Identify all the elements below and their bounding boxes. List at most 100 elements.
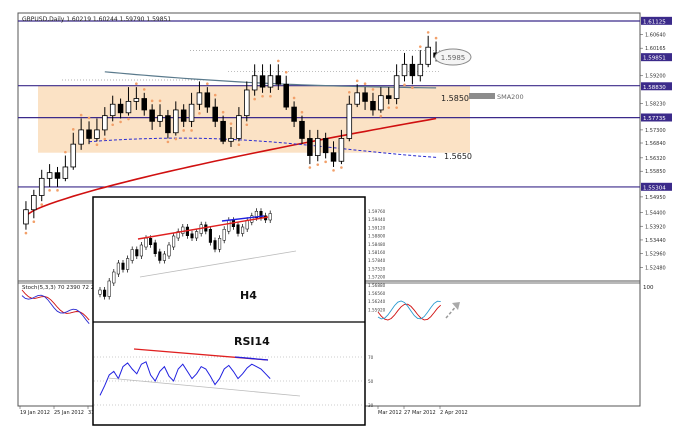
inset-axis-label: 1.56240 (368, 299, 386, 304)
sar-dot (316, 163, 320, 166)
inset-candle-body (167, 244, 171, 257)
date-axis-label: 31 (88, 410, 94, 416)
sar-dot (87, 116, 91, 120)
sar-dot (229, 122, 233, 125)
inset-candle-body (172, 235, 176, 248)
candle-body (188, 103, 195, 122)
sar-dot (300, 110, 304, 114)
sar-dot (24, 231, 28, 235)
price-axis-highlight (641, 82, 672, 91)
inset-candle-body (190, 233, 194, 239)
date-axis-label: 2 Apr 2012 (440, 410, 468, 416)
price-axis-label: 1.56840 (645, 141, 666, 147)
candle-body (70, 143, 77, 168)
ema-red-line (25, 117, 437, 217)
sar-dot (64, 150, 67, 154)
osc-axis-label: 100 (643, 285, 654, 291)
sar-dot (119, 120, 122, 124)
sar-dot (332, 169, 335, 172)
inset-candle-body (139, 244, 143, 257)
sar-dot (198, 112, 201, 115)
candle-body (23, 209, 29, 225)
candle-body (307, 138, 313, 156)
sar-dot (111, 123, 114, 127)
candle-body (393, 75, 400, 99)
sar-dot (221, 110, 225, 114)
level-upper-label: 1.5850 (441, 94, 469, 103)
candle-body (149, 109, 155, 122)
candle-body (117, 103, 124, 114)
candle-body (102, 115, 108, 131)
sar-dot (40, 203, 44, 206)
inset-axis-label: 1.57840 (368, 258, 386, 263)
candle-body (385, 95, 392, 99)
sar-dot (434, 36, 438, 40)
inset-candle-body (245, 220, 249, 230)
candle-body (109, 103, 116, 117)
inset-candle-body (98, 289, 102, 295)
inset-axis-label: 1.57200 (368, 275, 386, 280)
sar-dot (324, 160, 327, 164)
candle-body (314, 138, 321, 156)
sar-dot (32, 220, 36, 223)
candle-body (212, 106, 218, 122)
candle-body (46, 172, 53, 179)
sar-dot (355, 79, 359, 83)
candle-body (86, 129, 92, 139)
sar-dot (426, 31, 430, 34)
price-axis-highlight (641, 113, 672, 122)
sar-dot (411, 86, 414, 89)
price-axis-label: 1.59200 (645, 74, 666, 80)
candle-body (204, 92, 211, 108)
price-axis-label: 1.57300 (645, 128, 666, 134)
candle-body (370, 100, 376, 111)
inset-frame (92, 196, 366, 426)
candle-body (94, 129, 100, 139)
sar-dot (190, 129, 193, 132)
inset-candle-body (116, 262, 120, 275)
inset-axis-label: 1.58480 (368, 242, 386, 247)
candle-body (409, 63, 416, 77)
inset-axis-label: 1.56880 (368, 283, 386, 288)
sma-label-swatch (469, 93, 495, 99)
price-axis-highlight (641, 53, 672, 62)
candle-body (378, 95, 384, 111)
sar-dot (95, 143, 99, 147)
inset-rsi-axis-label: 70 (368, 355, 374, 360)
inset-h4-panel: 1.59760 1.59440 1.59120 1.58800 1.58480 1.581… (92, 196, 386, 426)
inset-trendline-blue (221, 215, 265, 222)
candle-body (38, 177, 45, 196)
inset-axis-label: 1.58160 (368, 250, 386, 255)
candle-body (173, 109, 179, 134)
inset-candle-body (254, 211, 258, 218)
inset-candle-body (222, 229, 226, 241)
inset-axis-label: 1.55920 (368, 307, 386, 312)
candlesticks (23, 35, 439, 230)
sar-dot (103, 137, 107, 141)
sar-dot (379, 114, 383, 118)
inset-candle-body (227, 220, 231, 232)
price-axis-label: 1.55850 (645, 169, 666, 175)
inset-candle-body (181, 226, 185, 234)
candle-body (259, 75, 266, 88)
inset-candle-body (241, 226, 245, 234)
price-axis-highlight (641, 16, 672, 25)
sar-dot (206, 82, 209, 86)
candle-body (362, 92, 368, 102)
sar-dot (340, 166, 343, 169)
sar-dot (174, 137, 178, 141)
inset-candle-body (144, 238, 148, 248)
candle-body (275, 75, 282, 85)
osc-arrow-head-icon (452, 302, 460, 310)
inset-candle-body (208, 229, 212, 243)
sar-dot (269, 94, 272, 98)
main-header: GBPUSD,Daily 1.60219 1.60244 1.59790 1.5… (22, 16, 171, 23)
date-axis-label: 27 Mar 2012 (404, 410, 436, 416)
price-axis-label: 1.53440 (645, 238, 666, 244)
sar-dot (79, 113, 83, 117)
inset-candle-body (121, 262, 125, 270)
inset-candle-body (112, 271, 116, 284)
sar-dot (237, 143, 241, 147)
candle-body (425, 46, 431, 65)
